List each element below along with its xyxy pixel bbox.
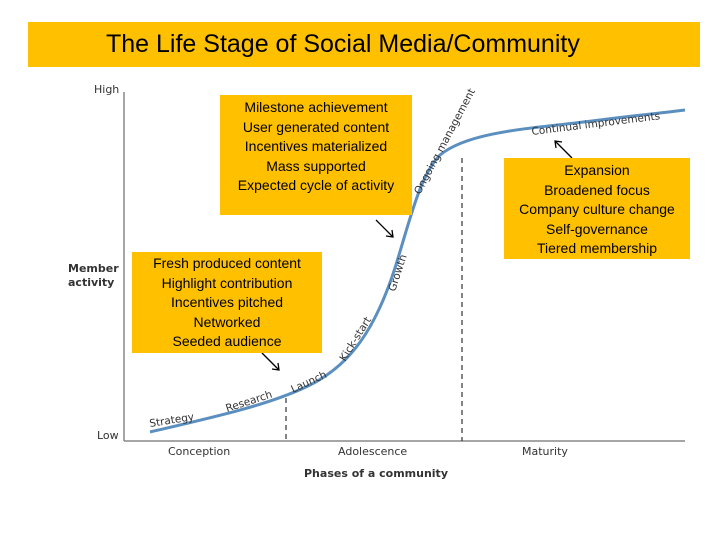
note-top-line-4: Mass supported — [266, 157, 366, 174]
curve-label-continual: Continual improvements — [531, 110, 661, 138]
y-axis-label-2: activity — [68, 276, 114, 289]
lifecycle-curve — [149, 108, 686, 434]
arrow-top-box — [375, 219, 394, 238]
note-right-line-5: Tiered membership — [536, 240, 658, 256]
y-high-label: High — [94, 83, 119, 96]
note-box-right: Expansion Broadened focus Company cultur… — [504, 158, 690, 259]
y-axis-label-1: Member — [68, 262, 119, 275]
phase-label-conception: Conception — [168, 445, 230, 458]
y-low-label: Low — [97, 429, 119, 442]
note-top-line-1: Milestone achievement — [244, 99, 388, 115]
curve-label-research: Research — [224, 389, 274, 415]
note-box-top: Milestone achievement User generated con… — [220, 95, 412, 215]
note-top-line-2: User generated content — [242, 118, 390, 135]
title-bar: The Life Stage of Social Media/Community — [28, 22, 700, 67]
note-top-line-5: Expected cycle of activity — [237, 177, 395, 193]
note-left-line-2: Highlight contribution — [161, 274, 293, 291]
curve-label-growth: Growth — [386, 253, 409, 293]
phase-label-adolescence: Adolescence — [338, 445, 407, 458]
note-right-line-2: Broadened focus — [544, 181, 650, 198]
note-top-line-3: Incentives materialized — [244, 138, 388, 154]
note-right-line-1: Expansion — [564, 162, 630, 178]
note-right-line-3: Company culture change — [519, 201, 675, 217]
page-title: The Life Stage of Social Media/Community — [106, 30, 580, 58]
note-box-left: Fresh produced content Highlight contrib… — [132, 252, 322, 353]
phase-label-maturity: Maturity — [522, 445, 568, 458]
note-left-line-5: Seeded audience — [172, 333, 282, 349]
note-left-line-1: Fresh produced content — [153, 255, 301, 271]
note-left-line-3: Incentives pitched — [170, 294, 284, 310]
arrow-left-box — [261, 352, 280, 371]
note-left-line-4: Networked — [193, 313, 261, 330]
note-right-line-4: Self-governance — [546, 220, 648, 237]
curve-label-launch: Launch — [289, 369, 329, 396]
curve-label-kickstart: Kick-start — [337, 315, 374, 364]
arrow-right-box — [554, 140, 573, 159]
x-axis-label: Phases of a community — [304, 467, 448, 480]
